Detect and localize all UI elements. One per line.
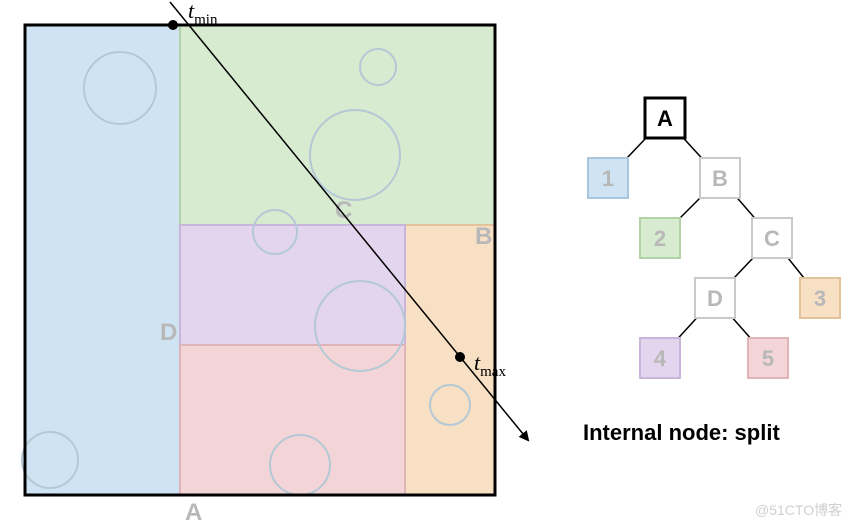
tree-node-label-C: C	[764, 226, 780, 251]
tree-node-label-L5: 5	[762, 346, 774, 371]
tree-node-label-L1: 1	[602, 166, 614, 191]
tree-node-label-B: B	[712, 166, 728, 191]
region-label-D: D	[160, 319, 177, 346]
watermark: @51CTO博客	[755, 502, 842, 518]
caption: Internal node: split	[583, 420, 780, 445]
region-r1	[25, 25, 180, 495]
region-r4	[180, 225, 405, 345]
tree-node-label-D: D	[707, 286, 723, 311]
region-label-B: B	[475, 223, 492, 250]
diagram: DBC tmin tmax A1B2CD345 Internal node: s…	[0, 0, 852, 531]
tree-node-label-A: A	[657, 106, 673, 131]
region-r5	[180, 345, 405, 495]
region-r3	[405, 225, 495, 495]
axis-label-a: A	[185, 499, 202, 526]
tmin-dot	[168, 20, 178, 30]
region-label-C: C	[335, 197, 352, 224]
region-r2	[180, 25, 495, 225]
tree-node-label-L4: 4	[654, 346, 667, 371]
tmax-dot	[455, 352, 465, 362]
partition-regions	[25, 25, 495, 495]
tree-node-label-L2: 2	[654, 226, 666, 251]
tree-node-label-L3: 3	[814, 286, 826, 311]
tree-nodes: A 1 B 2 C D 3 4 5	[588, 98, 840, 378]
